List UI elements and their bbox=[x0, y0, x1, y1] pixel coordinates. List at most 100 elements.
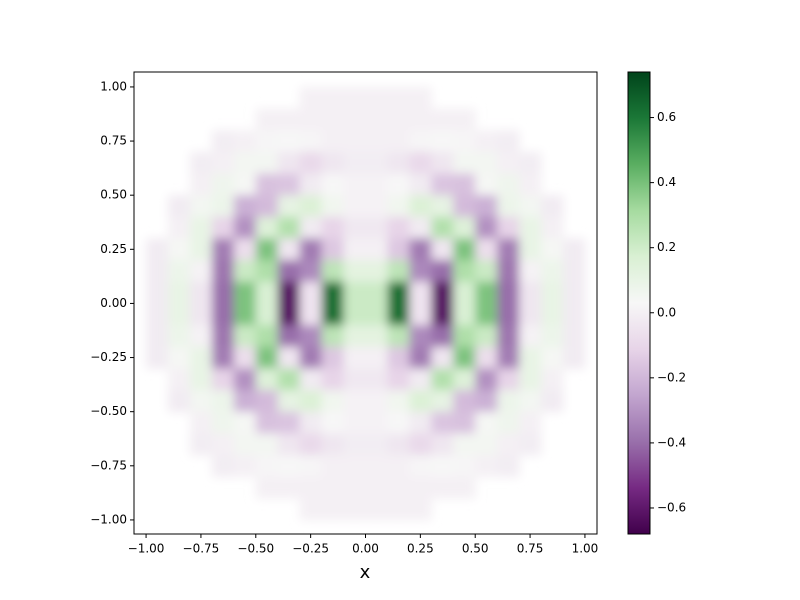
cell bbox=[343, 390, 366, 413]
colorbar-tick-label: −0.4 bbox=[657, 435, 686, 449]
colorbar-tick-label: 0.2 bbox=[657, 240, 676, 254]
cell bbox=[343, 346, 366, 369]
cell bbox=[409, 476, 432, 499]
cell bbox=[562, 260, 586, 283]
cell bbox=[431, 454, 454, 478]
cell bbox=[365, 368, 388, 391]
cell bbox=[211, 368, 235, 391]
cell bbox=[475, 303, 498, 326]
cell bbox=[277, 303, 301, 326]
cell bbox=[299, 303, 323, 326]
cell bbox=[365, 325, 388, 348]
cell bbox=[343, 195, 366, 218]
cell bbox=[365, 281, 388, 304]
cell bbox=[343, 454, 366, 478]
cell bbox=[365, 173, 388, 196]
cell bbox=[211, 346, 235, 369]
cell bbox=[321, 195, 345, 218]
cell bbox=[562, 346, 586, 369]
cell bbox=[255, 325, 279, 348]
cell bbox=[343, 260, 366, 283]
cell bbox=[409, 151, 432, 175]
cell bbox=[255, 281, 279, 304]
cell bbox=[189, 411, 213, 434]
cell bbox=[562, 281, 586, 304]
cell bbox=[497, 390, 520, 413]
cell bbox=[211, 390, 235, 413]
cell bbox=[453, 433, 476, 456]
cell bbox=[409, 260, 432, 283]
cell bbox=[541, 216, 564, 239]
cell bbox=[277, 281, 301, 304]
cell bbox=[255, 173, 279, 196]
cell bbox=[409, 216, 432, 239]
cell bbox=[431, 390, 454, 413]
cell bbox=[365, 195, 388, 218]
x-tick-label: 1.00 bbox=[572, 542, 599, 556]
cell bbox=[453, 173, 476, 196]
cell bbox=[321, 260, 345, 283]
cell bbox=[497, 433, 520, 456]
cell bbox=[562, 238, 586, 261]
cell bbox=[497, 281, 520, 304]
cell bbox=[431, 476, 454, 499]
y-tick-label: 0.75 bbox=[100, 134, 127, 148]
cell bbox=[431, 238, 454, 261]
cell bbox=[365, 454, 388, 478]
cell bbox=[475, 325, 498, 348]
cell bbox=[299, 454, 323, 478]
cell bbox=[475, 151, 498, 175]
cell bbox=[453, 216, 476, 239]
cell bbox=[409, 86, 432, 110]
cell bbox=[321, 476, 345, 499]
cell bbox=[453, 346, 476, 369]
cell bbox=[255, 108, 279, 131]
cell bbox=[299, 498, 323, 521]
x-tick-label: −0.25 bbox=[292, 542, 329, 556]
cell bbox=[475, 454, 498, 478]
cell bbox=[189, 433, 213, 456]
cell bbox=[168, 368, 191, 391]
cell bbox=[365, 390, 388, 413]
cell bbox=[299, 346, 323, 369]
cell bbox=[189, 303, 213, 326]
cell bbox=[409, 108, 432, 131]
cell bbox=[387, 476, 410, 499]
cell bbox=[431, 303, 454, 326]
cell bbox=[189, 151, 213, 175]
y-tick-label: 1.00 bbox=[100, 79, 127, 93]
cell bbox=[299, 195, 323, 218]
cell bbox=[321, 130, 345, 153]
cell bbox=[321, 151, 345, 175]
cell bbox=[299, 173, 323, 196]
cell bbox=[541, 260, 564, 283]
cell bbox=[343, 476, 366, 499]
cell bbox=[343, 108, 366, 131]
cell bbox=[519, 238, 542, 261]
cell bbox=[387, 281, 410, 304]
cell bbox=[277, 476, 301, 499]
cell bbox=[233, 433, 257, 456]
cell bbox=[431, 173, 454, 196]
cell bbox=[211, 454, 235, 478]
cell bbox=[168, 216, 191, 239]
cell bbox=[255, 195, 279, 218]
cell bbox=[255, 476, 279, 499]
cell bbox=[365, 303, 388, 326]
cell bbox=[168, 195, 191, 218]
cell bbox=[475, 411, 498, 434]
cell bbox=[343, 325, 366, 348]
cell bbox=[146, 281, 169, 304]
cell bbox=[189, 325, 213, 348]
cell bbox=[255, 411, 279, 434]
cell bbox=[189, 173, 213, 196]
cell bbox=[387, 303, 410, 326]
cell bbox=[189, 216, 213, 239]
cell bbox=[255, 433, 279, 456]
cell bbox=[409, 195, 432, 218]
cell bbox=[299, 108, 323, 131]
cell bbox=[168, 260, 191, 283]
cell bbox=[233, 195, 257, 218]
cell bbox=[453, 238, 476, 261]
cell bbox=[431, 411, 454, 434]
